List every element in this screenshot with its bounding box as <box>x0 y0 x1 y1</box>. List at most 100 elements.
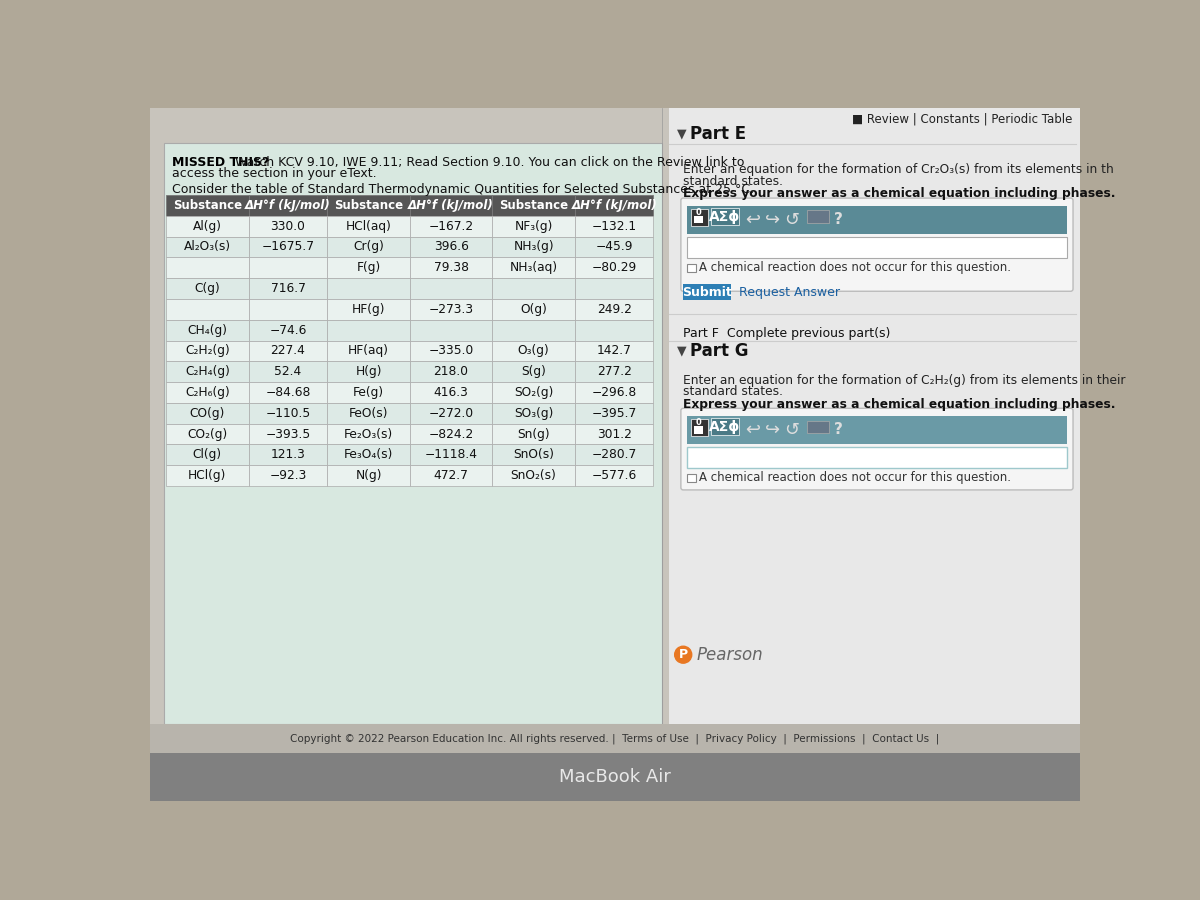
Bar <box>694 216 703 223</box>
Text: Fe(g): Fe(g) <box>353 386 384 399</box>
Text: SnO₂(s): SnO₂(s) <box>511 469 557 482</box>
Bar <box>326 382 410 403</box>
Text: −272.0: −272.0 <box>428 407 474 419</box>
Bar <box>250 424 326 445</box>
Text: 121.3: 121.3 <box>270 448 305 462</box>
Text: −92.3: −92.3 <box>269 469 307 482</box>
Text: −132.1: −132.1 <box>592 220 637 233</box>
Bar <box>712 208 739 225</box>
Text: HF(g): HF(g) <box>352 303 385 316</box>
Bar <box>576 320 653 340</box>
Bar <box>326 257 410 278</box>
Text: Pearson: Pearson <box>696 645 763 663</box>
Bar <box>688 473 696 482</box>
Bar <box>712 418 739 436</box>
Text: F(g): F(g) <box>356 261 380 274</box>
Bar <box>691 209 708 226</box>
Bar <box>326 465 410 486</box>
Bar <box>250 216 326 237</box>
Text: Fe₂O₃(s): Fe₂O₃(s) <box>344 428 394 441</box>
Bar <box>492 403 576 424</box>
Text: H(g): H(g) <box>355 365 382 378</box>
Text: AΣϕ: AΣϕ <box>709 210 740 223</box>
Text: 301.2: 301.2 <box>596 428 631 441</box>
Text: P: P <box>679 648 688 662</box>
Bar <box>688 264 696 272</box>
Bar <box>688 206 1067 233</box>
Text: 227.4: 227.4 <box>270 345 305 357</box>
Bar <box>250 299 326 320</box>
Text: CH₄(g): CH₄(g) <box>187 324 227 337</box>
Bar <box>410 320 492 340</box>
Bar <box>410 299 492 320</box>
Text: Cr(g): Cr(g) <box>353 240 384 254</box>
Bar <box>410 424 492 445</box>
Text: ↪: ↪ <box>764 421 780 439</box>
Text: 472.7: 472.7 <box>433 469 468 482</box>
Circle shape <box>674 646 691 663</box>
Text: Substance: Substance <box>173 199 242 212</box>
Bar <box>576 237 653 257</box>
Bar <box>576 299 653 320</box>
Text: Express your answer as a chemical equation including phases.: Express your answer as a chemical equati… <box>683 398 1116 410</box>
Text: ΔH°f (kJ/mol): ΔH°f (kJ/mol) <box>408 199 494 212</box>
Text: −80.29: −80.29 <box>592 261 637 274</box>
Bar <box>492 216 576 237</box>
Bar <box>410 278 492 299</box>
Bar <box>250 278 326 299</box>
Bar <box>410 361 492 382</box>
Bar <box>326 445 410 465</box>
Text: AΣϕ: AΣϕ <box>709 419 740 434</box>
Bar <box>250 320 326 340</box>
Bar <box>250 237 326 257</box>
Bar <box>166 424 250 445</box>
Text: ↺: ↺ <box>784 421 799 439</box>
Bar <box>164 142 661 724</box>
Bar <box>410 465 492 486</box>
Text: −84.68: −84.68 <box>265 386 311 399</box>
Bar <box>166 340 250 361</box>
Text: 416.3: 416.3 <box>433 386 468 399</box>
Text: C₂H₂(g): C₂H₂(g) <box>185 345 229 357</box>
Text: A chemical reaction does not occur for this question.: A chemical reaction does not occur for t… <box>700 471 1012 484</box>
Text: Part F  Complete previous part(s): Part F Complete previous part(s) <box>683 327 890 339</box>
Bar <box>410 340 492 361</box>
Bar <box>326 299 410 320</box>
Text: 396.6: 396.6 <box>433 240 468 254</box>
Bar <box>166 278 250 299</box>
Bar <box>166 216 250 237</box>
Bar <box>808 420 829 433</box>
Text: standard states.: standard states. <box>683 175 784 188</box>
Text: access the section in your eText.: access the section in your eText. <box>172 166 377 179</box>
Bar <box>492 299 576 320</box>
Text: standard states.: standard states. <box>683 385 784 398</box>
Bar <box>150 724 1080 753</box>
Text: −395.7: −395.7 <box>592 407 637 419</box>
Text: ▼: ▼ <box>677 128 686 140</box>
Bar <box>250 257 326 278</box>
Text: −1118.4: −1118.4 <box>425 448 478 462</box>
Text: Cl(g): Cl(g) <box>193 448 222 462</box>
Text: HCl(aq): HCl(aq) <box>346 220 391 233</box>
Bar <box>326 340 410 361</box>
Bar <box>166 257 250 278</box>
Text: NF₃(g): NF₃(g) <box>515 220 553 233</box>
Text: −74.6: −74.6 <box>269 324 307 337</box>
Bar <box>576 424 653 445</box>
Text: −273.3: −273.3 <box>428 303 474 316</box>
Bar <box>166 403 250 424</box>
Bar <box>250 382 326 403</box>
Bar <box>688 446 1067 468</box>
Text: SO₃(g): SO₃(g) <box>514 407 553 419</box>
Text: Al₂O₃(s): Al₂O₃(s) <box>184 240 230 254</box>
Text: Submit: Submit <box>683 285 732 299</box>
Text: S(g): S(g) <box>521 365 546 378</box>
Bar <box>492 237 576 257</box>
Text: ↩: ↩ <box>745 211 761 229</box>
Text: ΔH°f (kJ/mol): ΔH°f (kJ/mol) <box>245 199 331 212</box>
Bar <box>410 382 492 403</box>
Bar <box>410 237 492 257</box>
Text: O(g): O(g) <box>520 303 547 316</box>
Bar <box>166 299 250 320</box>
Text: −393.5: −393.5 <box>265 428 311 441</box>
